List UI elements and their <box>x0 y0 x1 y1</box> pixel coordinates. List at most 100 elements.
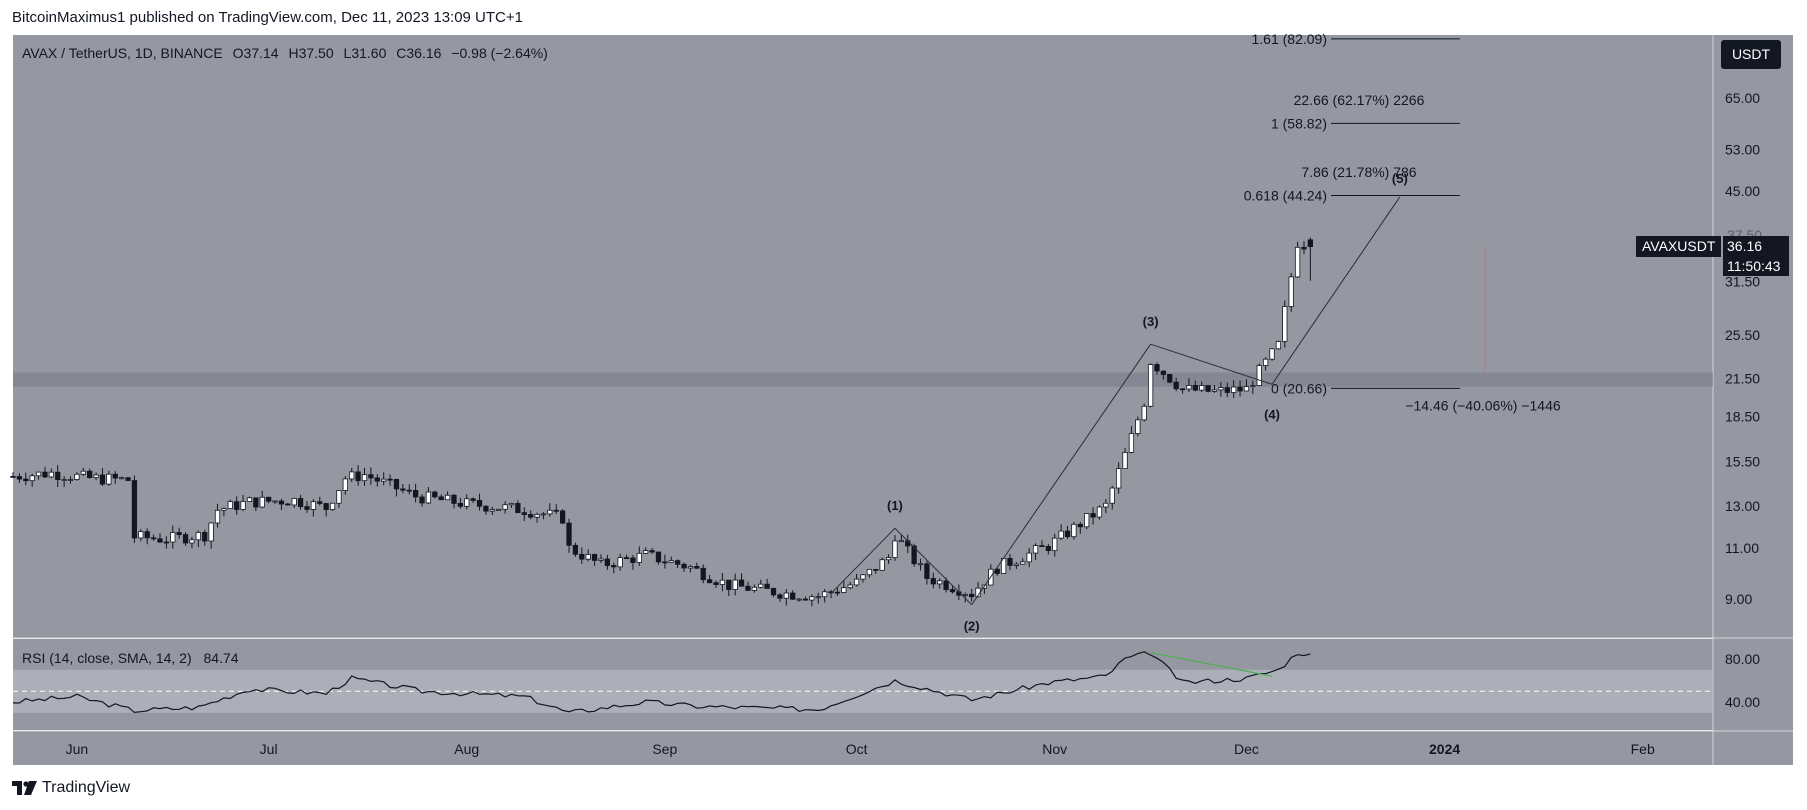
candle <box>1077 521 1083 534</box>
candle <box>259 490 265 509</box>
candle-body <box>1013 563 1020 566</box>
high-value: 37.50 <box>298 45 334 61</box>
candle-body <box>125 477 131 481</box>
candle <box>483 504 489 515</box>
candle-body <box>266 496 272 502</box>
candle <box>1141 403 1147 422</box>
candle-body <box>1128 433 1135 453</box>
candle <box>451 493 457 509</box>
candle <box>655 551 662 565</box>
candle-body <box>917 563 924 566</box>
tradingview-logo[interactable]: TradingView <box>12 779 130 797</box>
candle-body <box>272 500 278 503</box>
candle <box>1224 382 1230 397</box>
rsi-settings[interactable]: RSI (14, close, SMA, 14, 2) <box>22 650 192 666</box>
candle <box>195 530 201 548</box>
candle <box>1167 373 1173 384</box>
time-tick-label: Nov <box>1042 741 1067 757</box>
candle-body <box>636 552 642 563</box>
candle-body <box>1179 388 1186 391</box>
candle-body <box>285 503 291 506</box>
candle-body <box>1205 385 1211 392</box>
candle-body <box>406 489 412 492</box>
candle-body <box>1186 384 1192 390</box>
candle <box>1243 379 1250 392</box>
candle-body <box>790 592 796 600</box>
candle-body <box>202 532 208 542</box>
candle <box>1147 363 1154 408</box>
candle-body <box>566 522 572 546</box>
symbol-name[interactable]: AVAX / TetherUS, 1D, BINANCE <box>22 45 223 61</box>
time-tick-label: 2024 <box>1429 741 1460 757</box>
candle <box>42 467 48 479</box>
candle <box>1058 524 1064 540</box>
candle-body <box>534 514 540 518</box>
candle <box>240 494 246 512</box>
candle-body <box>1211 389 1218 392</box>
tradingview-logo-icon <box>12 781 37 795</box>
candle <box>74 472 80 481</box>
candle <box>476 493 483 511</box>
candle <box>521 507 527 522</box>
time-axis <box>13 731 1713 765</box>
candle-body <box>291 498 297 506</box>
candle-body <box>234 501 240 510</box>
time-tick-label: Feb <box>1631 741 1655 757</box>
candle <box>668 556 674 563</box>
measure-label: 7.86 (21.78%) 786 <box>1301 164 1416 180</box>
currency-button[interactable]: USDT <box>1721 40 1781 69</box>
candle <box>432 490 438 499</box>
candle-body <box>381 478 387 482</box>
rsi-tick-label: 40.00 <box>1725 694 1760 710</box>
candle-body <box>1218 387 1224 391</box>
candle-body <box>1262 358 1269 366</box>
candle <box>55 465 61 488</box>
candle <box>29 473 35 487</box>
candle <box>1013 562 1020 570</box>
candle <box>80 467 86 477</box>
candle <box>16 473 23 483</box>
candle-body <box>969 593 975 598</box>
candle <box>1199 381 1205 393</box>
candle <box>119 476 125 480</box>
candle <box>1116 462 1122 494</box>
candle <box>617 553 623 571</box>
candle <box>400 484 406 494</box>
open-value: 37.14 <box>243 45 279 61</box>
candle <box>1135 416 1141 437</box>
candle <box>1032 543 1039 560</box>
candle-body <box>1007 557 1013 566</box>
candle <box>170 525 176 549</box>
wave-label: (1) <box>887 498 903 513</box>
close-label: C <box>396 45 407 61</box>
candle <box>1045 543 1051 555</box>
candle-body <box>1154 364 1160 372</box>
low-value: 31.60 <box>351 45 387 61</box>
candle <box>649 547 655 554</box>
candle-body <box>87 470 93 478</box>
open-label: O <box>232 45 244 61</box>
candle-body <box>585 554 591 560</box>
candle <box>1288 272 1294 312</box>
candle <box>623 554 630 560</box>
candle-body <box>10 476 16 478</box>
candle <box>234 496 240 515</box>
candle-body <box>1288 276 1294 307</box>
time-tick-label: Sep <box>652 741 677 757</box>
candle <box>1307 237 1314 281</box>
candle-body <box>911 545 917 565</box>
candle-body <box>770 588 777 596</box>
candle <box>949 585 956 594</box>
candle-body <box>112 473 118 479</box>
candle-body <box>1256 365 1262 386</box>
fib-level-label: 0 (20.66) <box>1271 380 1327 396</box>
candle-body <box>278 500 285 505</box>
time-tick-label: Jun <box>66 741 89 757</box>
candle <box>745 581 751 591</box>
candle-body <box>221 508 227 511</box>
low-label: L <box>343 45 352 61</box>
candle-body <box>342 478 348 491</box>
candle <box>1275 340 1282 350</box>
candle <box>470 497 476 504</box>
